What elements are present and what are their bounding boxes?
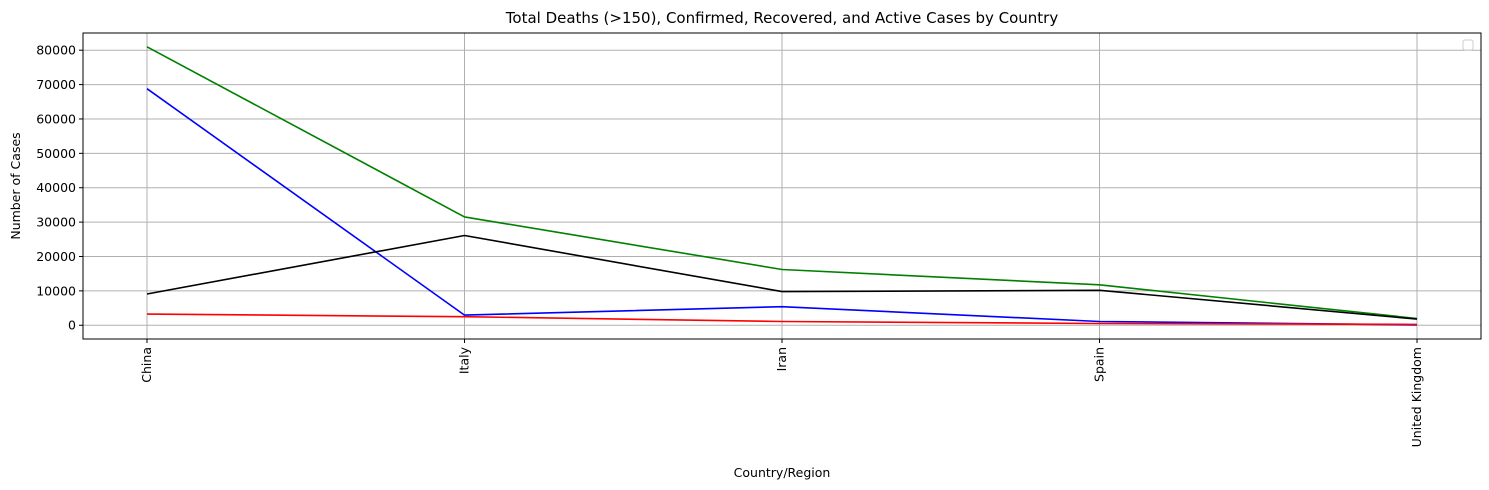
y-axis-label: Number of Cases (8, 132, 23, 239)
x-tick-label: China (139, 347, 154, 383)
ticks-layer: 0 10000 20000 30000 40000 50000 60000 70000 8000… (36, 43, 1424, 448)
lines-layer (146, 46, 1418, 326)
y-tick-label: 40000 (36, 180, 76, 195)
series-line (146, 313, 1418, 326)
x-tick-label: United Kingdom (1409, 347, 1424, 447)
y-tick-label: 50000 (36, 146, 76, 161)
chart-title: Total Deaths (>150), Confirmed, Recovere… (505, 9, 1059, 27)
y-tick-label: 70000 (36, 77, 76, 92)
series-line (146, 88, 1418, 326)
x-axis-label: Country/Region (734, 465, 831, 480)
y-tick-label: 30000 (36, 215, 76, 230)
series-line (146, 46, 1418, 320)
x-tick-label: Iran (774, 347, 789, 371)
y-tick-label: 60000 (36, 111, 76, 126)
series-line (146, 234, 1418, 320)
y-tick-label: 80000 (36, 43, 76, 58)
x-tick-label: Spain (1092, 347, 1107, 382)
y-tick-label: 10000 (36, 283, 76, 298)
y-tick-label: 20000 (36, 249, 76, 264)
y-tick-label: 0 (68, 318, 76, 333)
grid-layer (83, 33, 1481, 339)
legend-box (1462, 39, 1474, 51)
x-tick-label: Italy (457, 346, 472, 374)
